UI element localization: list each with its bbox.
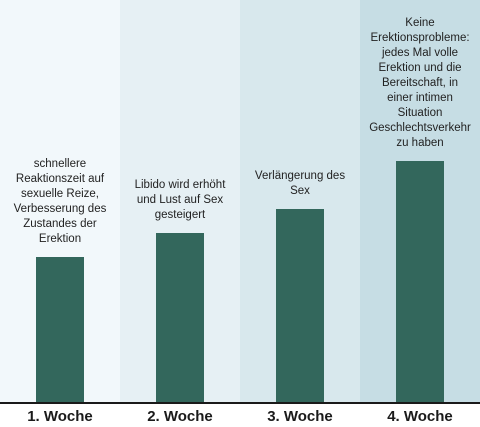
bar [36,257,84,402]
bar [276,209,324,402]
annotation-line: Verbesserung des [13,203,107,216]
bar-annotation: Libido wird erhöht und Lust auf Sex gestei… [122,178,238,223]
annotation-line: Keine [405,16,435,29]
x-tick-label: 4. Woche [387,408,453,425]
x-axis-line [0,402,480,404]
annotation-line: Verlängerung des [254,170,346,183]
annotation-line: Situation [397,106,443,119]
bar [156,233,204,402]
bar-annotation: Verlängerung des Sex [242,169,358,199]
annotation-line: einer intimen [387,91,453,104]
annotation-line: Geschlechtsverkehr [369,121,471,134]
annotation-line: Libido wird erhöht [134,179,226,192]
x-tick-label: 3. Woche [267,408,333,425]
annotation-line: Erektion und die [378,61,462,74]
bar-annotation: Keine Erektionsprobleme: jedes Mal volle Er… [362,16,478,151]
annotation-line: Erektionsprobleme: [370,31,470,44]
annotation-line: sexuelle Reize, [21,188,99,201]
annotation-line: Bereitschaft, in [381,76,459,89]
annotation-line: jedes Mal volle [381,46,459,59]
annotation-line: Erektion [38,233,82,246]
annotation-line: schnellere [33,158,87,171]
annotation-line: zu haben [396,136,444,149]
annotation-line: Reaktionszeit auf [15,173,105,186]
annotation-line: gesteigert [154,209,206,222]
annotation-line: Sex [290,185,310,198]
bar-annotation: schnellere Reaktionszeit auf sexuelle Reiz… [2,157,118,247]
x-tick-label: 1. Woche [27,408,93,425]
bar [396,160,444,402]
annotation-line: Zustandes der [23,218,97,231]
x-tick-label: 2. Woche [147,408,213,425]
annotation-line: und Lust auf Sex [136,194,224,207]
